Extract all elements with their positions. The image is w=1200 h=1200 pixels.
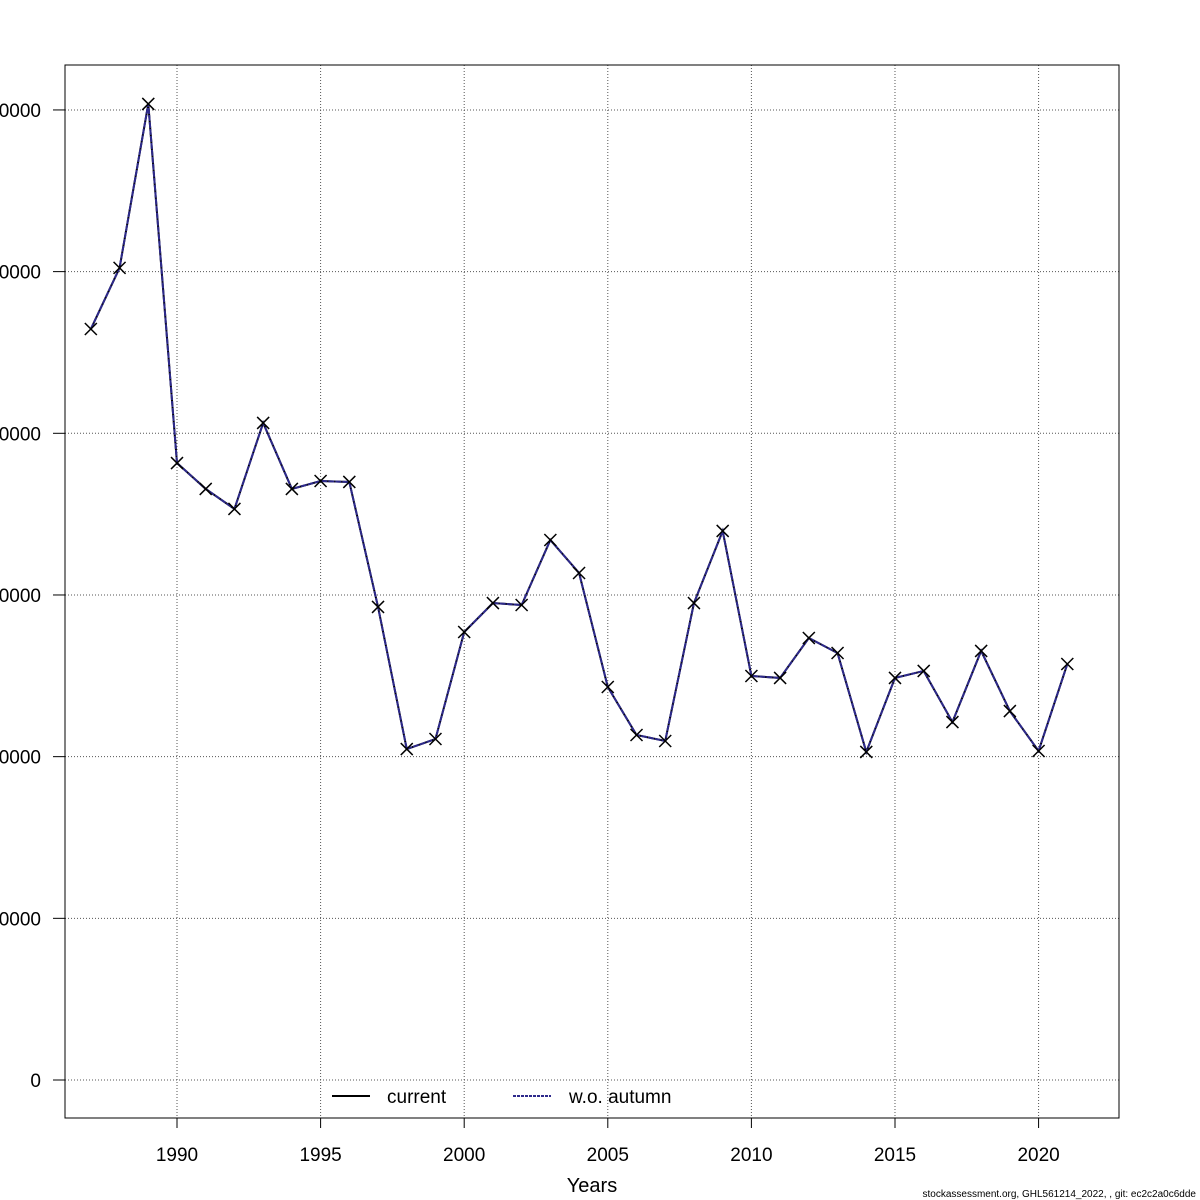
data-point-marker [428,732,443,746]
footer-credit: stockassessment.org, GHL561214_2022, , g… [922,1189,1196,1200]
series-line-current [89,103,1069,756]
x-tick-label: 2015 [874,1145,916,1166]
marker-stroke [1003,704,1017,718]
marker-stroke [428,732,443,746]
data-point-marker [113,261,127,275]
data-point-marker [1003,704,1017,718]
data-point-marker [888,671,902,685]
marker-stroke [917,664,931,678]
marker-stroke [716,524,730,538]
data-point-marker [170,456,184,470]
data-point-marker [457,625,471,639]
data-point-marker [314,474,328,488]
marker-stroke [256,416,270,430]
data-point-marker [744,669,758,683]
marker-stroke [687,596,701,610]
data-point-marker [629,728,644,742]
marker-stroke [1060,657,1074,671]
marker-stroke [773,671,787,685]
data-point-marker [687,596,701,610]
data-point-marker [974,644,988,658]
x-tick-label: 1995 [299,1145,341,1166]
data-point-marker [141,97,155,111]
marker-stroke [802,631,816,645]
marker-stroke [831,646,845,660]
x-tick-label: 2020 [1017,1145,1059,1166]
data-point-marker [227,502,241,516]
data-point-marker [1032,744,1046,758]
marker-stroke [457,625,471,639]
x-tick-label: 2005 [587,1145,629,1166]
data-point-marker [802,631,816,645]
marker-stroke [371,600,385,614]
marker-stroke [199,482,213,496]
marker-stroke [342,475,356,489]
y-tick-label: 30000 [0,586,41,607]
x-axis-label: Years [567,1175,617,1197]
marker-stroke [170,456,184,470]
marker-stroke [285,482,299,496]
data-point-marker [658,734,672,748]
marker-stroke [227,502,241,516]
marker-stroke [141,97,155,111]
data-point-marker [716,524,730,538]
legend-label-current: current [387,1087,447,1108]
x-tick-label: 2000 [443,1145,485,1166]
data-point-marker [515,598,529,612]
x-tick-label: 1990 [156,1145,198,1166]
data-point-marker [917,664,931,678]
x-tick-label: 2010 [730,1145,772,1166]
marker-stroke [888,671,902,685]
data-point-marker [371,600,385,614]
marker-stroke [601,680,615,694]
marker-stroke [572,566,586,580]
grid [65,65,1119,1118]
data-point-marker [342,475,356,489]
marker-stroke [400,742,414,756]
marker-stroke [543,533,557,547]
marker-stroke [1032,744,1046,758]
marker-stroke [314,474,328,488]
data-point-marker [572,566,586,580]
y-tick-label: 50000 [0,263,41,284]
data-point-marker [831,646,845,660]
marker-stroke [658,734,672,748]
marker-stroke [859,745,873,759]
data-point-marker [601,680,615,694]
marker-stroke [84,322,98,336]
series-layer [84,97,1074,759]
data-point-marker [400,742,414,756]
marker-stroke [945,715,959,729]
series-line-wo-autumn [89,103,1069,756]
y-tick-label: 60000 [0,101,41,122]
marker-stroke [486,596,500,610]
plot-frame [64,64,1120,1119]
marker-stroke [515,598,529,612]
legend: current w.o. autumn [332,1087,671,1108]
marker-stroke [744,669,758,683]
data-point-marker [199,482,213,496]
data-point-marker [285,482,299,496]
marker-stroke [113,261,127,275]
y-tick-label: 10000 [0,909,41,930]
legend-label-wo-autumn: w.o. autumn [568,1087,671,1108]
data-point-marker [84,322,98,336]
data-point-marker [859,745,873,759]
data-point-marker [945,715,959,729]
data-point-marker [486,596,500,610]
y-tick-label: 40000 [0,424,41,445]
marker-stroke [629,728,644,742]
data-point-marker [1060,657,1074,671]
marker-stroke [974,644,988,658]
data-point-marker [773,671,787,685]
y-tick-label: 0 [30,1071,41,1092]
data-point-marker [256,416,270,430]
data-point-marker [543,533,557,547]
